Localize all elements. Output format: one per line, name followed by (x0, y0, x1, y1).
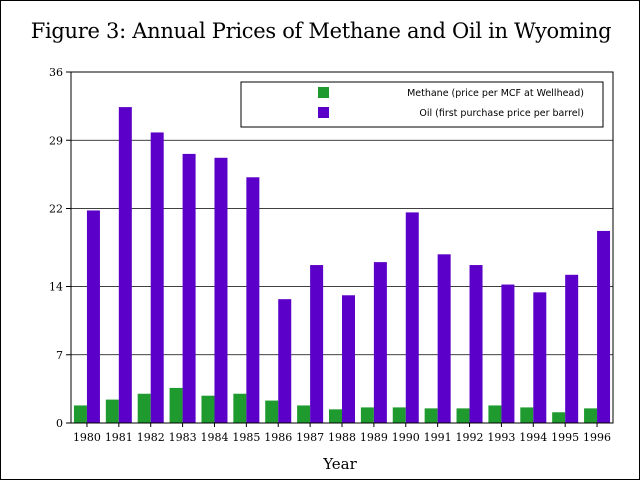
x-tick-label: 1991 (424, 431, 452, 444)
x-tick-label: 1996 (583, 431, 611, 444)
methane-bar (392, 407, 406, 423)
methane-bar (360, 407, 374, 423)
x-tick-label: 1989 (360, 431, 388, 444)
chart-title: Figure 3: Annual Prices of Methane and O… (30, 19, 612, 43)
x-tick-label: 1995 (551, 431, 579, 444)
x-tick-label: 1980 (73, 431, 101, 444)
oil-bar (118, 107, 132, 423)
y-axis-ticks: 0 7 14 22 29 36 (49, 66, 71, 430)
oil-bar (501, 284, 515, 423)
methane-bar (233, 393, 247, 423)
x-tick-label: 1994 (519, 431, 547, 444)
methane-bar (169, 387, 183, 423)
oil-bar (246, 177, 260, 423)
methane-bar (297, 405, 311, 423)
x-tick-label: 1987 (296, 431, 324, 444)
methane-bar (137, 393, 151, 423)
methane-bar (105, 399, 119, 423)
oil-bar (342, 295, 355, 423)
oil-bar (182, 153, 196, 423)
methane-bar (520, 407, 534, 423)
x-tick-label: 1990 (392, 431, 420, 444)
x-tick-label: 1993 (487, 431, 515, 444)
oil-bar (533, 292, 547, 423)
methane-bar (488, 405, 502, 423)
oil-bar (214, 157, 228, 424)
x-tick-label: 1992 (456, 431, 484, 444)
legend-swatch (318, 107, 329, 118)
methane-bar (552, 412, 566, 423)
legend-label: Oil (first purchase price per barrel) (419, 108, 584, 119)
y-tick-label: 36 (49, 66, 63, 79)
methane-bar (73, 405, 87, 423)
methane-bar (329, 409, 342, 423)
methane-bar (424, 408, 438, 423)
oil-bar (150, 132, 164, 423)
x-tick-label: 1985 (232, 431, 260, 444)
legend-box (240, 81, 604, 128)
oil-bar (373, 262, 387, 423)
oil-bar (469, 265, 483, 423)
oil-bar (278, 299, 292, 423)
y-tick-label: 14 (49, 281, 63, 294)
methane-bar (201, 395, 215, 423)
y-tick-label: 29 (49, 134, 63, 147)
x-tick-label: 1988 (328, 431, 356, 444)
legend-label: Methane (price per MCF at Wellhead) (407, 88, 584, 99)
x-tick-label: 1983 (169, 431, 197, 444)
oil-bar (86, 210, 100, 423)
oil-bar (597, 230, 611, 423)
legend-swatch (318, 87, 329, 98)
legend: Methane (price per MCF at Wellhead) Oil (… (240, 81, 604, 128)
methane-bar (265, 400, 279, 423)
x-tick-label: 1986 (264, 431, 292, 444)
oil-bar (310, 265, 324, 423)
y-tick-label: 7 (56, 349, 63, 362)
x-tick-label: 1981 (105, 431, 133, 444)
oil-bar (565, 274, 579, 423)
methane-bar (584, 408, 598, 423)
bars (73, 107, 611, 424)
oil-bar (437, 254, 451, 423)
y-tick-label: 22 (49, 203, 63, 216)
x-tick-label: 1984 (200, 431, 228, 444)
x-axis-label: Year (322, 455, 357, 473)
x-tick-label: 1982 (137, 431, 165, 444)
x-axis-ticks: 1980 1981 1982 1983 1984 1985 1986 1987 1988 1989… (73, 423, 611, 444)
y-tick-label: 0 (56, 417, 63, 430)
oil-bar (405, 212, 419, 423)
methane-bar (456, 408, 470, 423)
